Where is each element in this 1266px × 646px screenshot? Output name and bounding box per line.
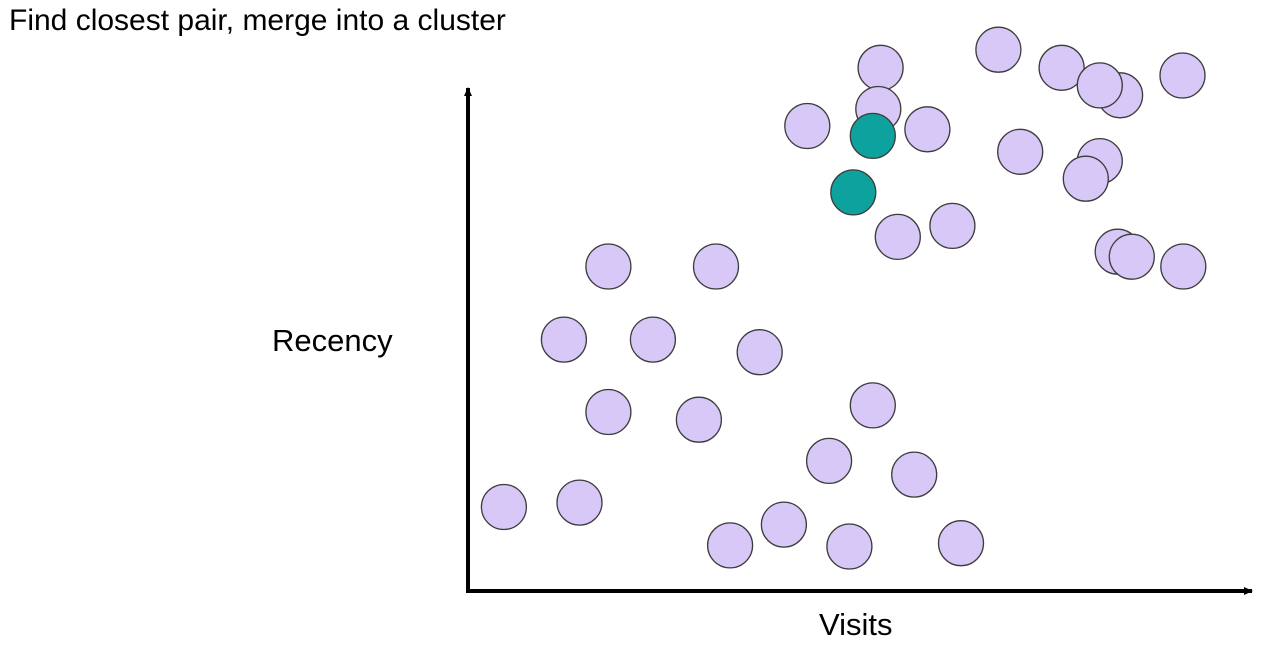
data-point-15: [891, 451, 938, 498]
data-point-13: [849, 382, 896, 429]
data-point-3: [585, 388, 632, 436]
data-point-9: [675, 396, 723, 443]
data-point-14: [826, 523, 873, 570]
closest-pair-point-1: [849, 112, 896, 160]
data-point-24: [997, 128, 1044, 175]
data-point-4: [540, 316, 588, 363]
slide-title: Find closest pair, merge into a cluster: [9, 4, 506, 37]
data-point-5: [629, 316, 677, 363]
data-point-32: [1160, 243, 1207, 290]
data-point-31: [1062, 155, 1109, 202]
y-axis-label: Recency: [272, 323, 393, 358]
data-point-21: [929, 202, 976, 250]
data-point-16: [937, 520, 985, 567]
data-point-10: [706, 522, 754, 569]
data-point-12: [805, 437, 853, 485]
data-point-23: [975, 26, 1022, 73]
data-point-1: [480, 483, 528, 531]
data-point-28: [1076, 62, 1123, 109]
data-point-25: [1038, 44, 1085, 91]
data-point-11: [760, 501, 808, 548]
data-point-6: [585, 243, 632, 290]
data-point-2: [556, 479, 603, 526]
data-point-8: [736, 329, 783, 376]
data-point-27: [1159, 52, 1206, 99]
data-point-22: [874, 213, 921, 261]
data-point-33: [1108, 233, 1155, 280]
data-point-19: [784, 102, 831, 150]
data-point-17: [857, 44, 904, 91]
data-point-20: [904, 106, 951, 153]
closest-pair-point-2: [830, 169, 877, 216]
data-points: [480, 26, 1207, 570]
x-axis-label: Visits: [819, 607, 893, 642]
data-point-7: [692, 243, 740, 290]
